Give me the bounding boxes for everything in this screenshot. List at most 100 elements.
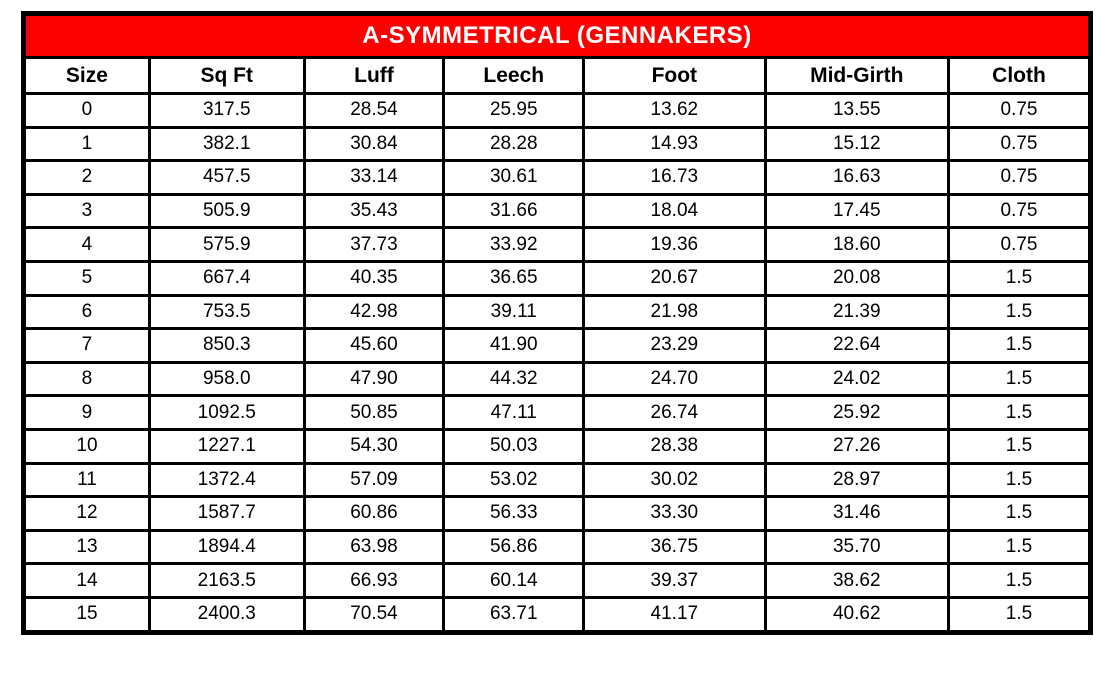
cell-sq-ft: 1372.4	[147, 461, 306, 499]
cell-cloth: 1.5	[947, 595, 1092, 634]
cell-foot: 14.93	[582, 125, 767, 163]
cell-luff: 63.98	[302, 528, 446, 566]
cell-mid-girth: 20.08	[763, 259, 951, 297]
cell-sq-ft: 958.0	[147, 360, 306, 398]
table-row: 0 317.5 28.54 25.95 13.62 13.55 0.75	[22, 92, 1092, 129]
cell-luff: 28.54	[302, 92, 446, 129]
cell-leech: 53.02	[442, 461, 586, 499]
cell-leech: 36.65	[442, 259, 586, 297]
cell-sq-ft: 1587.7	[147, 495, 306, 532]
cell-sq-ft: 505.9	[147, 192, 306, 230]
table-row: 9 1092.5 50.85 47.11 26.74 25.92 1.5	[22, 394, 1092, 431]
table-row: 1 382.1 30.84 28.28 14.93 15.12 0.75	[22, 125, 1092, 163]
cell-cloth: 1.5	[947, 293, 1092, 331]
cell-luff: 42.98	[302, 293, 446, 331]
table-title: A-SYMMETRICAL (GENNAKERS)	[22, 12, 1092, 59]
cell-mid-girth: 22.64	[763, 327, 951, 364]
cell-sq-ft: 2400.3	[147, 595, 306, 634]
cell-luff: 40.35	[302, 259, 446, 297]
cell-size: 13	[22, 528, 151, 566]
cell-sq-ft: 1894.4	[147, 528, 306, 566]
cell-mid-girth: 38.62	[763, 562, 951, 599]
cell-luff: 47.90	[302, 360, 446, 398]
cell-sq-ft: 1092.5	[147, 394, 306, 431]
cell-mid-girth: 18.60	[763, 226, 951, 263]
cell-foot: 13.62	[582, 92, 767, 129]
cell-luff: 30.84	[302, 125, 446, 163]
column-header-mid-girth: Mid-Girth	[763, 56, 951, 95]
cell-leech: 60.14	[442, 562, 586, 599]
cell-luff: 70.54	[302, 595, 446, 634]
cell-sq-ft: 850.3	[147, 327, 306, 364]
cell-luff: 50.85	[302, 394, 446, 431]
cell-sq-ft: 667.4	[147, 259, 306, 297]
cell-size: 2	[22, 159, 151, 196]
cell-cloth: 0.75	[947, 125, 1092, 163]
cell-mid-girth: 24.02	[763, 360, 951, 398]
cell-foot: 23.29	[582, 327, 767, 364]
column-header-foot: Foot	[582, 56, 767, 95]
cell-leech: 47.11	[442, 394, 586, 431]
table-row: 2 457.5 33.14 30.61 16.73 16.63 0.75	[22, 159, 1092, 196]
cell-leech: 41.90	[442, 327, 586, 364]
table-row: 8 958.0 47.90 44.32 24.70 24.02 1.5	[22, 360, 1092, 398]
cell-luff: 66.93	[302, 562, 446, 599]
cell-size: 12	[22, 495, 151, 532]
cell-foot: 39.37	[582, 562, 767, 599]
cell-cloth: 0.75	[947, 192, 1092, 230]
cell-foot: 16.73	[582, 159, 767, 196]
cell-mid-girth: 13.55	[763, 92, 951, 129]
cell-size: 4	[22, 226, 151, 263]
cell-mid-girth: 17.45	[763, 192, 951, 230]
table-row: 10 1227.1 54.30 50.03 28.38 27.26 1.5	[22, 427, 1092, 465]
cell-cloth: 1.5	[947, 461, 1092, 499]
cell-size: 1	[22, 125, 151, 163]
cell-leech: 56.33	[442, 495, 586, 532]
cell-mid-girth: 28.97	[763, 461, 951, 499]
table-row: 15 2400.3 70.54 63.71 41.17 40.62 1.5	[22, 595, 1092, 634]
table-header-row: Size Sq Ft Luff Leech Foot Mid-Girth Cloth	[22, 56, 1092, 95]
cell-foot: 28.38	[582, 427, 767, 465]
column-header-luff: Luff	[302, 56, 446, 95]
cell-size: 5	[22, 259, 151, 297]
cell-sq-ft: 457.5	[147, 159, 306, 196]
cell-leech: 31.66	[442, 192, 586, 230]
cell-foot: 36.75	[582, 528, 767, 566]
cell-size: 0	[22, 92, 151, 129]
cell-foot: 33.30	[582, 495, 767, 532]
cell-luff: 37.73	[302, 226, 446, 263]
cell-luff: 45.60	[302, 327, 446, 364]
cell-luff: 35.43	[302, 192, 446, 230]
table-row: 3 505.9 35.43 31.66 18.04 17.45 0.75	[22, 192, 1092, 230]
column-header-size: Size	[22, 56, 151, 95]
cell-cloth: 1.5	[947, 360, 1092, 398]
cell-foot: 18.04	[582, 192, 767, 230]
cell-luff: 54.30	[302, 427, 446, 465]
cell-mid-girth: 15.12	[763, 125, 951, 163]
cell-leech: 44.32	[442, 360, 586, 398]
cell-leech: 30.61	[442, 159, 586, 196]
table-row: 11 1372.4 57.09 53.02 30.02 28.97 1.5	[22, 461, 1092, 499]
cell-luff: 60.86	[302, 495, 446, 532]
cell-cloth: 0.75	[947, 92, 1092, 129]
table-row: 7 850.3 45.60 41.90 23.29 22.64 1.5	[22, 327, 1092, 364]
cell-cloth: 1.5	[947, 528, 1092, 566]
cell-foot: 24.70	[582, 360, 767, 398]
cell-sq-ft: 382.1	[147, 125, 306, 163]
table-row: 12 1587.7 60.86 56.33 33.30 31.46 1.5	[22, 495, 1092, 532]
cell-cloth: 1.5	[947, 562, 1092, 599]
cell-sq-ft: 2163.5	[147, 562, 306, 599]
column-header-cloth: Cloth	[947, 56, 1092, 95]
cell-mid-girth: 35.70	[763, 528, 951, 566]
cell-leech: 63.71	[442, 595, 586, 634]
cell-foot: 20.67	[582, 259, 767, 297]
table-row: 4 575.9 37.73 33.92 19.36 18.60 0.75	[22, 226, 1092, 263]
cell-size: 6	[22, 293, 151, 331]
cell-size: 7	[22, 327, 151, 364]
cell-leech: 33.92	[442, 226, 586, 263]
column-header-sq-ft: Sq Ft	[147, 56, 306, 95]
cell-leech: 50.03	[442, 427, 586, 465]
cell-cloth: 0.75	[947, 226, 1092, 263]
column-header-leech: Leech	[442, 56, 586, 95]
cell-cloth: 0.75	[947, 159, 1092, 196]
